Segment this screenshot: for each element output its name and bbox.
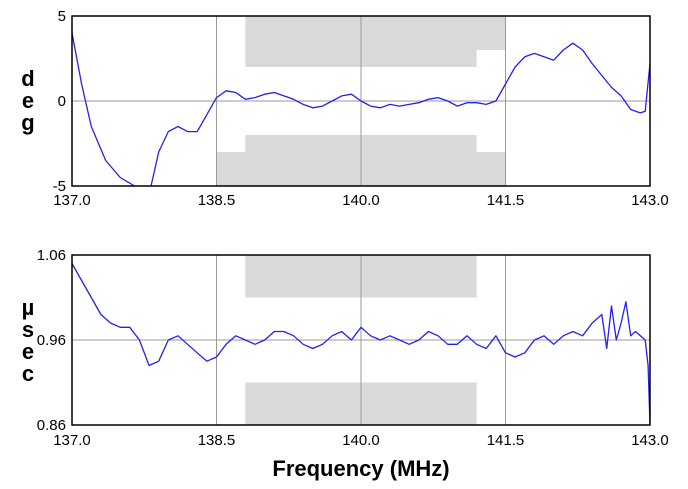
y-axis-label-char: µ bbox=[22, 295, 35, 320]
x-tick-label: 141.5 bbox=[487, 432, 525, 449]
x-tick-label: 140.0 bbox=[342, 192, 380, 209]
x-tick-label: 141.5 bbox=[487, 192, 525, 209]
y-tick-label: 1.06 bbox=[37, 247, 66, 264]
y-axis-label-char: e bbox=[22, 88, 34, 113]
x-tick-label: 140.0 bbox=[342, 432, 380, 449]
chart-panel-2: 137.0 138.5 140.0 141.5 143.0 1.06 0.96 0.86 µse… bbox=[22, 247, 669, 481]
y-tick-label: -5 bbox=[53, 178, 66, 195]
chart-panel-1: 137.0 138.5 140.0 141.5 143.0 5 0 -5 deg bbox=[21, 8, 669, 209]
x-tick-label: 137.0 bbox=[53, 432, 91, 449]
plot-frame bbox=[71, 254, 651, 426]
y-axis-label-char: c bbox=[22, 361, 34, 386]
series-line-1 bbox=[72, 263, 650, 425]
y-tick-label: 0.86 bbox=[37, 417, 66, 434]
y-tick-label: 0.96 bbox=[37, 332, 66, 349]
y-axis-label-char: e bbox=[22, 339, 34, 364]
plot-frame bbox=[71, 15, 651, 187]
y-axis-label-char: d bbox=[21, 66, 34, 91]
series-line-1 bbox=[72, 32, 650, 186]
x-tick-label: 137.0 bbox=[53, 192, 91, 209]
y-axis-label-char: g bbox=[21, 110, 34, 135]
x-tick-label: 143.0 bbox=[631, 192, 669, 209]
y-tick-label: 5 bbox=[58, 8, 66, 25]
y-tick-label: 0 bbox=[58, 93, 66, 110]
x-axis-title: Frequency (MHz) bbox=[272, 456, 449, 481]
y-axis-label-char: s bbox=[22, 317, 34, 342]
x-tick-label: 138.5 bbox=[198, 432, 236, 449]
x-tick-label: 143.0 bbox=[631, 432, 669, 449]
x-tick-label: 138.5 bbox=[198, 192, 236, 209]
